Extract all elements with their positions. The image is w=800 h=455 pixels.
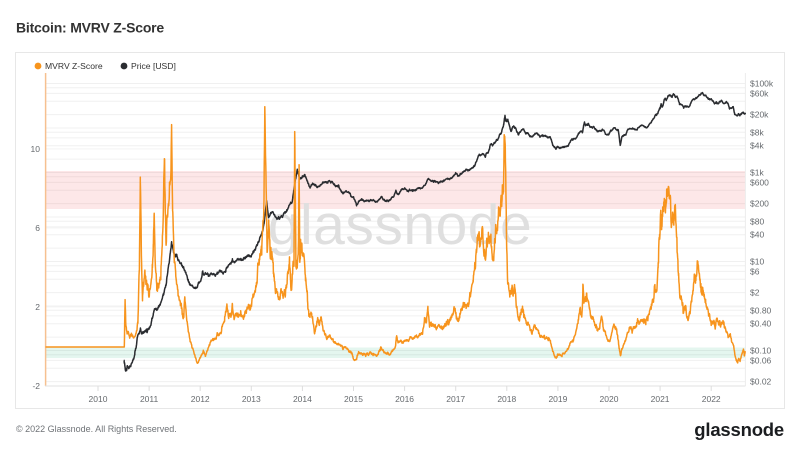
svg-text:$0.10: $0.10 bbox=[750, 346, 772, 356]
svg-text:2014: 2014 bbox=[293, 394, 312, 404]
svg-text:$8k: $8k bbox=[750, 127, 764, 137]
svg-text:MVRV Z-Score: MVRV Z-Score bbox=[45, 61, 103, 71]
svg-text:2011: 2011 bbox=[140, 394, 159, 404]
svg-text:$0.80: $0.80 bbox=[750, 305, 772, 315]
svg-text:2010: 2010 bbox=[89, 394, 108, 404]
svg-text:$600: $600 bbox=[750, 177, 769, 187]
svg-text:2021: 2021 bbox=[651, 394, 670, 404]
svg-text:$6: $6 bbox=[750, 266, 760, 276]
svg-text:$1k: $1k bbox=[750, 168, 764, 178]
svg-text:$2: $2 bbox=[750, 288, 760, 298]
svg-text:Bitcoin: MVRV Z-Score: Bitcoin: MVRV Z-Score bbox=[16, 20, 164, 36]
svg-text:2019: 2019 bbox=[548, 394, 567, 404]
svg-text:2022: 2022 bbox=[702, 394, 721, 404]
svg-text:6: 6 bbox=[35, 223, 40, 233]
svg-text:© 2022 Glassnode. All Rights R: © 2022 Glassnode. All Rights Reserved. bbox=[16, 424, 177, 434]
svg-text:$0.06: $0.06 bbox=[750, 355, 772, 365]
svg-text:Price [USD]: Price [USD] bbox=[131, 61, 176, 71]
svg-text:$80: $80 bbox=[750, 216, 764, 226]
svg-text:$0.40: $0.40 bbox=[750, 319, 772, 329]
svg-text:2016: 2016 bbox=[395, 394, 414, 404]
svg-text:2018: 2018 bbox=[497, 394, 516, 404]
svg-text:2015: 2015 bbox=[344, 394, 363, 404]
svg-text:glassnode: glassnode bbox=[268, 193, 532, 257]
svg-text:2013: 2013 bbox=[242, 394, 261, 404]
svg-text:10: 10 bbox=[31, 144, 41, 154]
svg-text:$100k: $100k bbox=[750, 79, 774, 89]
svg-text:$4k: $4k bbox=[750, 141, 764, 151]
svg-text:$20k: $20k bbox=[750, 110, 769, 120]
svg-text:glassnode: glassnode bbox=[694, 419, 784, 440]
svg-text:$0.02: $0.02 bbox=[750, 377, 772, 387]
svg-text:$10: $10 bbox=[750, 257, 764, 267]
svg-text:2020: 2020 bbox=[600, 394, 619, 404]
svg-text:2017: 2017 bbox=[446, 394, 465, 404]
svg-text:$60k: $60k bbox=[750, 88, 769, 98]
svg-text:$200: $200 bbox=[750, 199, 769, 209]
svg-text:2: 2 bbox=[35, 302, 40, 312]
svg-text:-2: -2 bbox=[32, 381, 40, 391]
svg-text:2012: 2012 bbox=[191, 394, 210, 404]
svg-text:$40: $40 bbox=[750, 230, 764, 240]
